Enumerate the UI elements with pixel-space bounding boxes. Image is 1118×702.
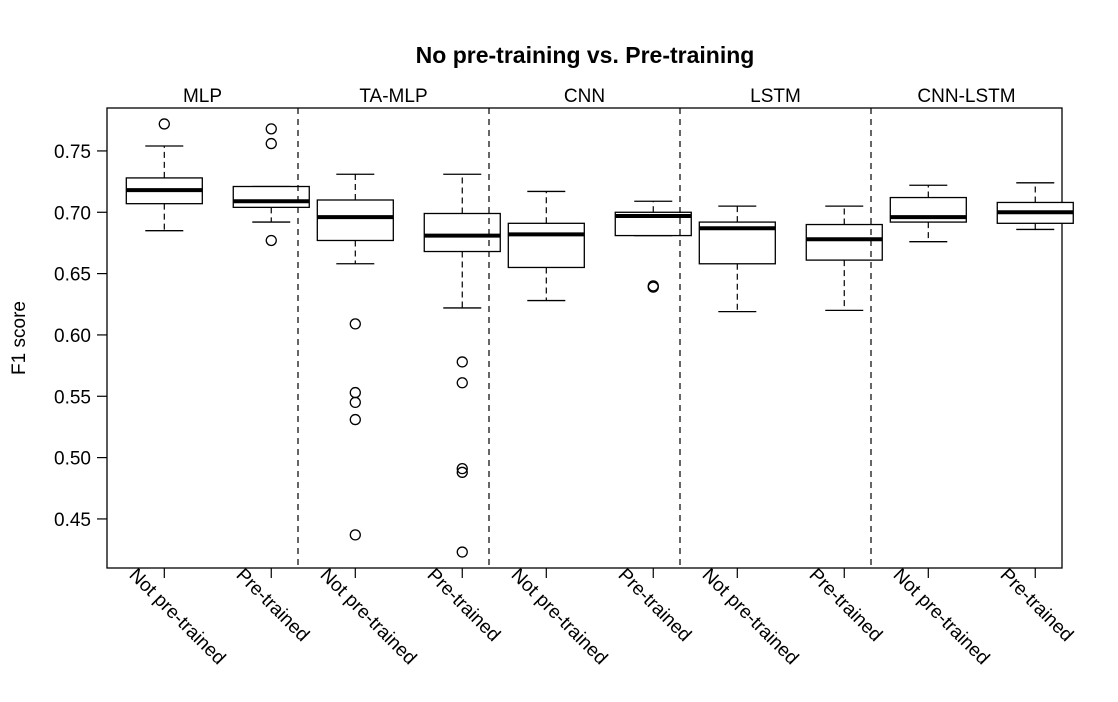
box-ta-mlp-not-pretrained-outlier <box>349 413 361 426</box>
box-ta-mlp-pretrained-box <box>423 212 501 253</box>
box-mlp-pretrained-outlier <box>265 137 277 150</box>
box-mlp-pretrained-outlier <box>265 123 277 135</box>
box-ta-mlp-not-pretrained-outlier <box>349 529 361 541</box>
x-tick-label: Not pre-trained <box>889 565 993 669</box>
panel-label: CNN-LSTM <box>917 86 1015 107</box>
box-ta-mlp-not-pretrained-outlier <box>349 386 361 399</box>
x-tick-label: Pre-trained <box>996 565 1077 646</box>
box-lstm-pretrained-box <box>805 223 883 261</box>
panel-label: TA-MLP <box>359 86 427 107</box>
y-tick-label: 0.45 <box>54 510 91 531</box>
box-cnn-pretrained-outlier <box>647 281 659 293</box>
y-tick-label: 0.55 <box>54 387 91 408</box>
box-mlp-pretrained-outlier <box>265 234 277 247</box>
box-ta-mlp-not-pretrained-outlier <box>349 396 361 409</box>
panel-label: MLP <box>183 86 222 107</box>
plot-frame <box>106 107 1063 569</box>
box-mlp-not-pretrained-outlier <box>158 118 170 130</box>
box-ta-mlp-not-pretrained-outlier <box>349 318 361 330</box>
box-ta-mlp-pretrained-outlier <box>456 466 468 478</box>
chart-title: No pre-training vs. Pre-training <box>416 42 755 68</box>
panel-label: LSTM <box>750 86 801 107</box>
y-tick-label: 0.60 <box>54 326 91 347</box>
x-tick-label: Not pre-trained <box>507 565 611 669</box>
y-tick-label: 0.75 <box>54 142 91 163</box>
x-tick-label: Not pre-trained <box>125 565 229 669</box>
x-tick-label: Not pre-trained <box>316 565 420 669</box>
x-tick-label: Pre-trained <box>423 565 504 646</box>
box-cnn-not-pretrained-box <box>507 222 585 269</box>
y-tick-label: 0.65 <box>54 265 91 286</box>
box-cnn-pretrained-box <box>614 211 692 237</box>
x-tick-label: Pre-trained <box>614 565 695 646</box>
box-ta-mlp-pretrained-outlier <box>456 377 468 389</box>
x-tick-label: Not pre-trained <box>698 565 802 669</box>
box-ta-mlp-pretrained-outlier <box>456 462 468 475</box>
y-tick-label: 0.70 <box>54 203 91 224</box>
box-ta-mlp-not-pretrained-box <box>316 199 394 242</box>
box-ta-mlp-pretrained-outlier <box>456 356 468 368</box>
x-tick-label: Pre-trained <box>232 565 313 646</box>
y-tick-label: 0.50 <box>54 449 91 470</box>
y-axis-label: F1 score <box>9 301 30 375</box>
box-ta-mlp-pretrained-outlier <box>456 546 468 558</box>
x-tick-label: Pre-trained <box>805 565 886 646</box>
panel-label: CNN <box>564 86 605 107</box>
chart-marks: 0.45 0.50 0.55 0.60 0.65 0.70 0.75 MLP Not pre-t… <box>54 86 1077 669</box>
